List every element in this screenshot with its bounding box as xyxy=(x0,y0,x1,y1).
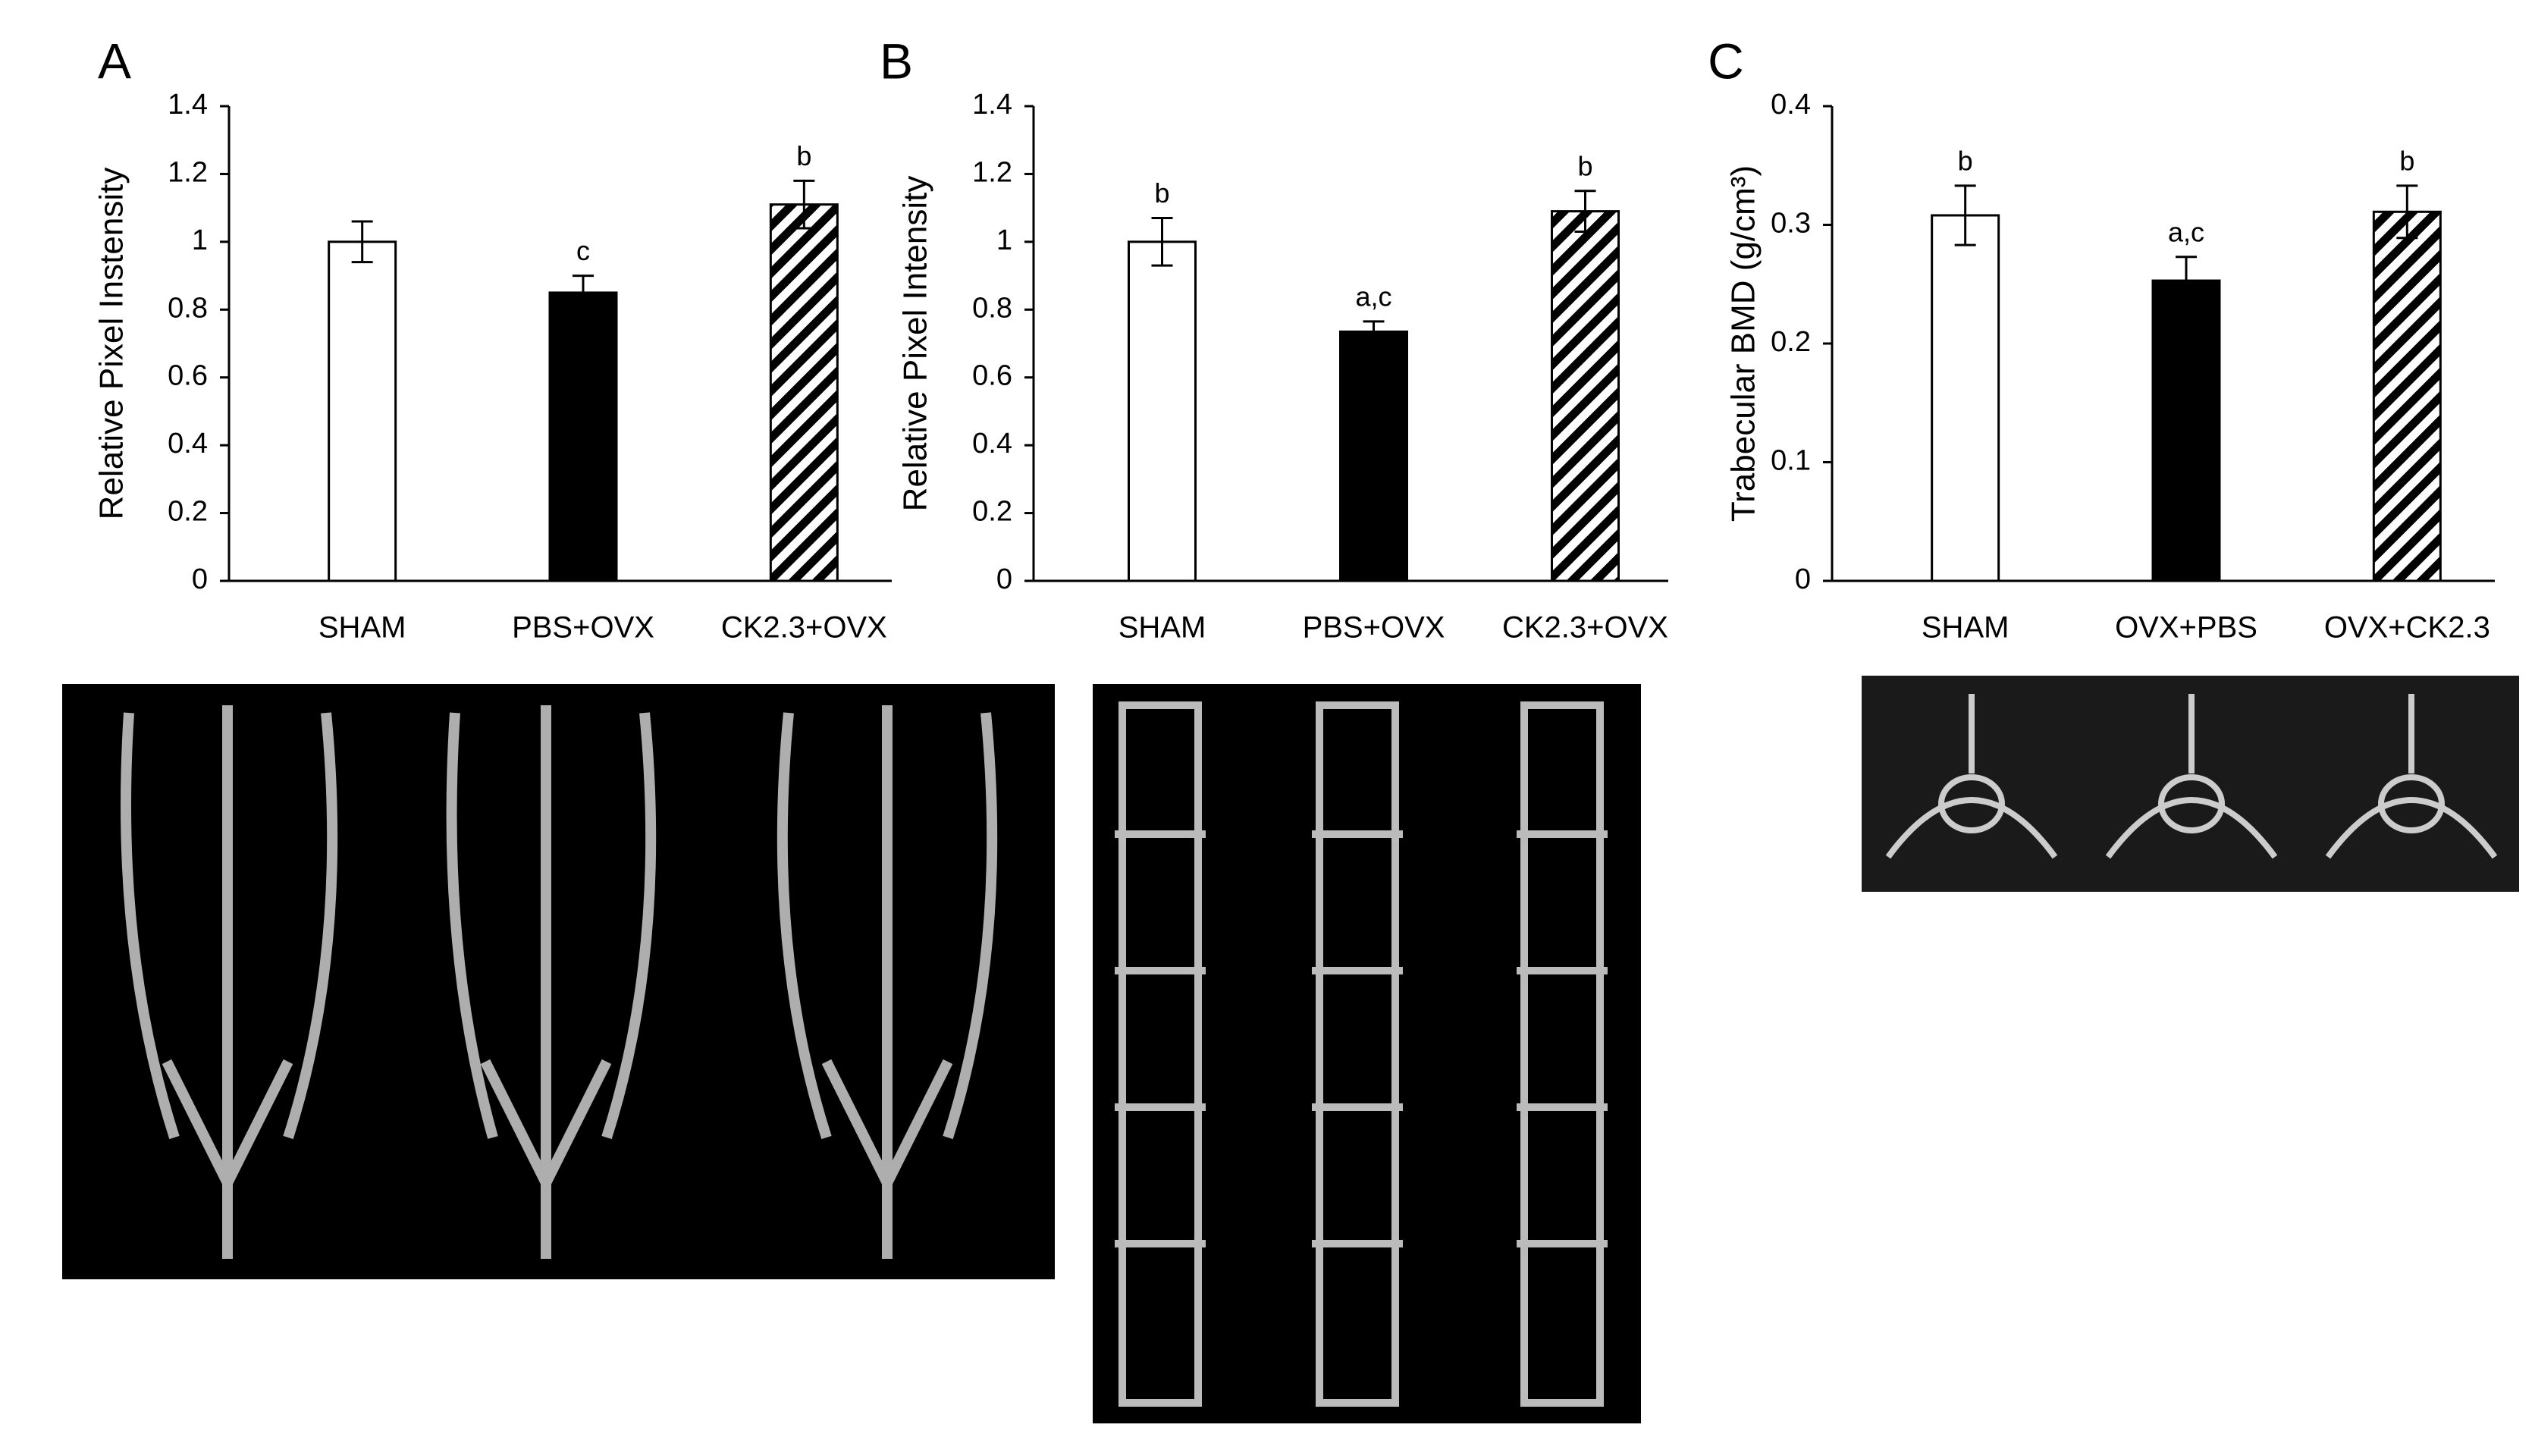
bar xyxy=(1551,210,1620,582)
y-tick-label: 1 xyxy=(996,224,1012,256)
y-tick-label: 0.6 xyxy=(972,360,1012,392)
x-tick-label: OVX+CK2.3 xyxy=(2324,611,2490,645)
panel-label: A xyxy=(98,33,131,89)
bar-annotation: c xyxy=(576,235,590,266)
y-tick-label: 0.8 xyxy=(972,292,1012,324)
y-axis-label: Relative Pixel Intensity xyxy=(897,176,934,512)
y-tick-label: 0.2 xyxy=(168,496,208,528)
x-tick-label: PBS+OVX xyxy=(512,611,654,645)
bar-annotation: b xyxy=(796,140,811,171)
bar xyxy=(2372,210,2442,582)
bar xyxy=(1128,240,1197,582)
y-tick-label: 0.4 xyxy=(168,428,208,460)
bar-annotation: b xyxy=(1958,145,1973,176)
y-tick-label: 1.4 xyxy=(168,89,208,121)
x-tick-label: CK2.3+OVX xyxy=(1502,611,1668,645)
x-tick-label: CK2.3+OVX xyxy=(721,611,887,645)
bar xyxy=(1931,214,2000,582)
y-tick-label: 0.3 xyxy=(1771,208,1811,240)
y-tick-label: 0.4 xyxy=(972,428,1012,460)
y-tick-label: 1.4 xyxy=(972,89,1012,121)
x-tick-label: SHAM xyxy=(1922,611,2009,645)
y-axis-label: Relative Pixel Instensity xyxy=(93,168,130,520)
y-tick-label: 0.2 xyxy=(1771,326,1811,358)
x-tick-label: PBS+OVX xyxy=(1303,611,1445,645)
y-tick-label: 1.2 xyxy=(972,156,1012,188)
y-tick-label: 1.2 xyxy=(168,156,208,188)
bar xyxy=(328,240,397,582)
x-tick-label: OVX+PBS xyxy=(2115,611,2257,645)
bar-annotation: a,c xyxy=(2168,216,2204,247)
bar-annotation: b xyxy=(1577,150,1592,181)
xray-image-a xyxy=(62,684,1055,1279)
y-tick-label: 1 xyxy=(192,224,208,256)
x-tick-label: SHAM xyxy=(318,611,406,645)
y-tick-label: 0.4 xyxy=(1771,89,1811,121)
x-tick-label: SHAM xyxy=(1118,611,1206,645)
y-tick-label: 0 xyxy=(996,563,1012,595)
y-axis-label: Trabecular BMD (g/cm³) xyxy=(1725,165,1762,522)
ct-image-c xyxy=(1862,676,2519,892)
y-tick-label: 0.1 xyxy=(1771,445,1811,477)
xray-image-b xyxy=(1093,684,1641,1423)
y-tick-label: 0.2 xyxy=(972,496,1012,528)
panel-label: C xyxy=(1708,33,1744,89)
bar-annotation: a,c xyxy=(1355,281,1391,312)
panel-label: B xyxy=(880,33,913,89)
y-tick-label: 0 xyxy=(192,563,208,595)
y-tick-label: 0.8 xyxy=(168,292,208,324)
y-tick-label: 0 xyxy=(1795,563,1811,595)
bar xyxy=(1339,330,1408,582)
bar-annotation: b xyxy=(1154,177,1169,209)
y-tick-label: 0.6 xyxy=(168,360,208,392)
bar xyxy=(2151,279,2221,582)
bar xyxy=(548,291,618,582)
bar-annotation: b xyxy=(2399,145,2414,176)
bar xyxy=(769,203,839,582)
